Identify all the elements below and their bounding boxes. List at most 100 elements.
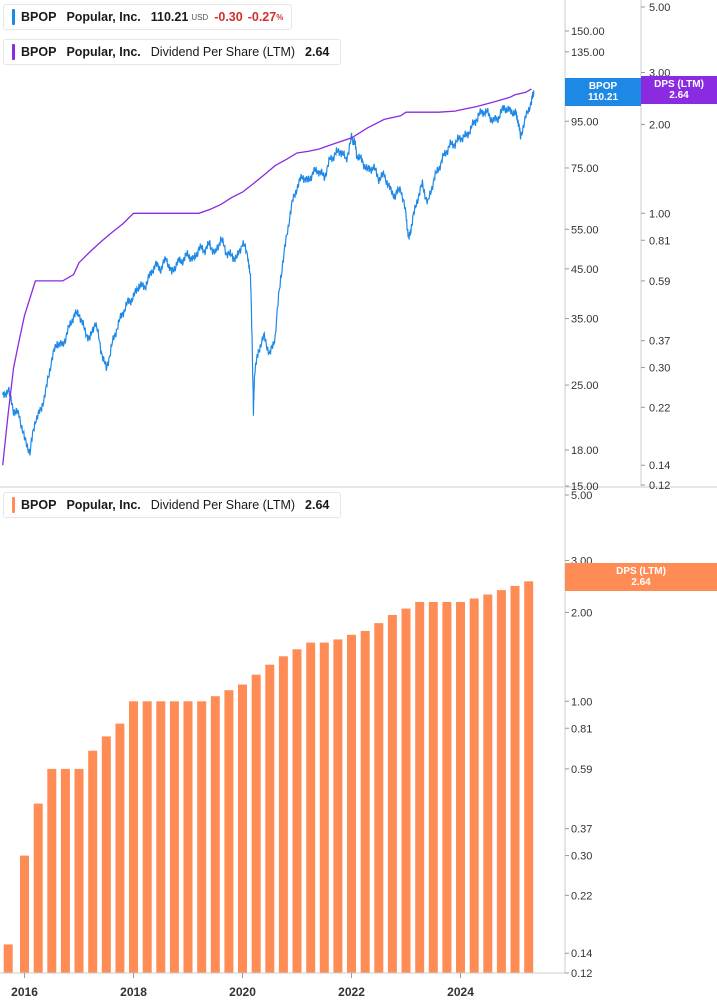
- dps-bar: [115, 723, 125, 973]
- dps-tag-top-value: 2.64: [669, 90, 689, 101]
- dps-top-axis-tick-label: 1.00: [649, 208, 670, 220]
- dps-bar: [33, 803, 43, 973]
- dps-bottom-axis-tick-label: 1.00: [571, 696, 592, 708]
- x-axis-tick-label: 2024: [447, 985, 474, 999]
- price-axis-tick-label: 25.00: [571, 380, 599, 392]
- dps-legend-top-value: 2.64: [305, 45, 330, 59]
- dps-bar: [524, 581, 534, 973]
- dps-bar: [401, 608, 411, 973]
- dps-bar: [129, 701, 138, 973]
- price-tag-label: BPOP: [588, 81, 618, 92]
- dps-bar: [142, 701, 152, 973]
- price-panel: [2, 88, 535, 466]
- dps-bar: [510, 585, 520, 973]
- price-axis-tick-label: 135.00: [571, 47, 605, 59]
- price-legend-symbol: BPOP: [21, 10, 57, 24]
- dps-panel: [3, 581, 534, 973]
- dps-bar: [183, 701, 193, 973]
- dps-bar: [3, 944, 13, 973]
- dps-bar: [387, 615, 397, 973]
- dps-bar: [469, 598, 479, 973]
- price-legend-change: -0.30: [214, 10, 243, 24]
- dps-tag-bottom: DPS (LTM) 2.64: [565, 563, 717, 591]
- price-legend-swatch: [12, 9, 15, 25]
- dps-bar: [156, 701, 166, 973]
- price-axis-tick-label: 95.00: [571, 116, 599, 128]
- dps-bar: [347, 634, 356, 973]
- dps-bottom-axis-tick-label: 2.00: [571, 607, 592, 619]
- price-legend-company: Popular, Inc.: [66, 10, 141, 24]
- x-axis-tick-label: 2022: [338, 985, 365, 999]
- dps-top-axis-tick-label: 2.00: [649, 119, 670, 131]
- dps-bar: [483, 594, 493, 973]
- dps-bottom-axis-tick-label: 0.59: [571, 764, 592, 776]
- dps-bar: [47, 768, 57, 973]
- dps-bar: [496, 590, 506, 973]
- dps-bottom-axis-tick-label: 0.14: [571, 948, 592, 960]
- dps-legend-top-metric: Dividend Per Share (LTM): [150, 45, 296, 59]
- dps-legend-top-swatch: [12, 44, 15, 60]
- dps-bottom-axis-tick-label: 0.12: [571, 968, 592, 980]
- dps-top-axis-tick-label: 0.30: [649, 363, 670, 375]
- dps-top-axis-tick-label: 5.00: [649, 2, 670, 14]
- dps-legend-bottom: BPOP Popular, Inc. Dividend Per Share (L…: [3, 492, 342, 518]
- dps-bar: [265, 664, 275, 973]
- dps-top-axis-tick-label: 0.22: [649, 402, 670, 414]
- dps-bar: [74, 768, 84, 973]
- price-legend: BPOP Popular, Inc. 110.21 USD -0.30 -0.2…: [3, 4, 293, 30]
- price-axis-tick-label: 15.00: [571, 481, 599, 493]
- dps-bar: [360, 631, 370, 973]
- price-legend-pct-sign: %: [276, 12, 284, 22]
- dps-bar: [20, 855, 29, 973]
- dps-bar: [60, 768, 70, 973]
- dps-bar: [374, 623, 384, 973]
- dps-bar: [169, 701, 179, 973]
- dps-bottom-axis-tick-label: 0.30: [571, 851, 592, 863]
- dps-bottom-axis-tick-label: 0.37: [571, 824, 592, 836]
- x-axis-tick-label: 2018: [120, 985, 147, 999]
- dps-legend-bottom-symbol: BPOP: [21, 498, 57, 512]
- dps-bar: [333, 639, 343, 973]
- dps-top-axis-tick-label: 0.37: [649, 336, 670, 348]
- dps-tag-top-label: DPS (LTM): [654, 79, 704, 90]
- dps-legend-top-symbol: BPOP: [21, 45, 57, 59]
- price-legend-value: 110.21: [150, 10, 189, 24]
- dps-bar: [292, 649, 302, 973]
- dps-top-axis-tick-label: 0.14: [649, 460, 670, 472]
- dps-bar: [456, 602, 465, 973]
- dps-top-axis-tick-label: 0.81: [649, 235, 670, 247]
- price-axis-tick-label: 35.00: [571, 314, 599, 326]
- price-axis-tick-label: 45.00: [571, 264, 599, 276]
- price-axis-tick-label: 18.00: [571, 445, 599, 457]
- dps-series-line: [2, 88, 532, 466]
- dps-tag-bottom-label: DPS (LTM): [616, 566, 666, 577]
- dps-bar: [442, 602, 452, 973]
- dps-bar: [224, 690, 234, 973]
- dps-bar: [238, 684, 247, 973]
- dps-bar: [210, 696, 220, 973]
- dps-bar: [319, 642, 329, 973]
- dps-top-axis-tick-label: 0.12: [649, 480, 670, 492]
- price-axis-tick-label: 75.00: [571, 163, 599, 175]
- dps-bar: [428, 602, 438, 973]
- dps-legend-bottom-metric: Dividend Per Share (LTM): [150, 498, 296, 512]
- x-axis-tick-label: 2016: [11, 985, 38, 999]
- dps-bottom-axis-tick-label: 0.22: [571, 890, 592, 902]
- dps-bar: [101, 736, 111, 973]
- price-axis-tick-label: 55.00: [571, 224, 599, 236]
- dps-bottom-axis-tick-label: 0.81: [571, 723, 592, 735]
- price-axis-tick-label: 150.00: [571, 26, 605, 38]
- dps-bar: [278, 656, 288, 973]
- x-axis-tick-label: 2020: [229, 985, 256, 999]
- dps-legend-top: BPOP Popular, Inc. Dividend Per Share (L…: [3, 39, 342, 65]
- dps-tag-top: DPS (LTM) 2.64: [641, 76, 717, 104]
- price-tag-value: 110.21: [587, 92, 619, 103]
- dps-bottom-axis-tick-label: 5.00: [571, 490, 592, 502]
- dps-bar: [197, 701, 207, 973]
- dps-top-axis-tick-label: 0.59: [649, 276, 670, 288]
- dps-bar: [251, 674, 261, 973]
- price-tag: BPOP 110.21: [565, 78, 641, 106]
- dps-legend-bottom-company: Popular, Inc.: [66, 498, 141, 512]
- dps-legend-bottom-swatch: [12, 497, 15, 513]
